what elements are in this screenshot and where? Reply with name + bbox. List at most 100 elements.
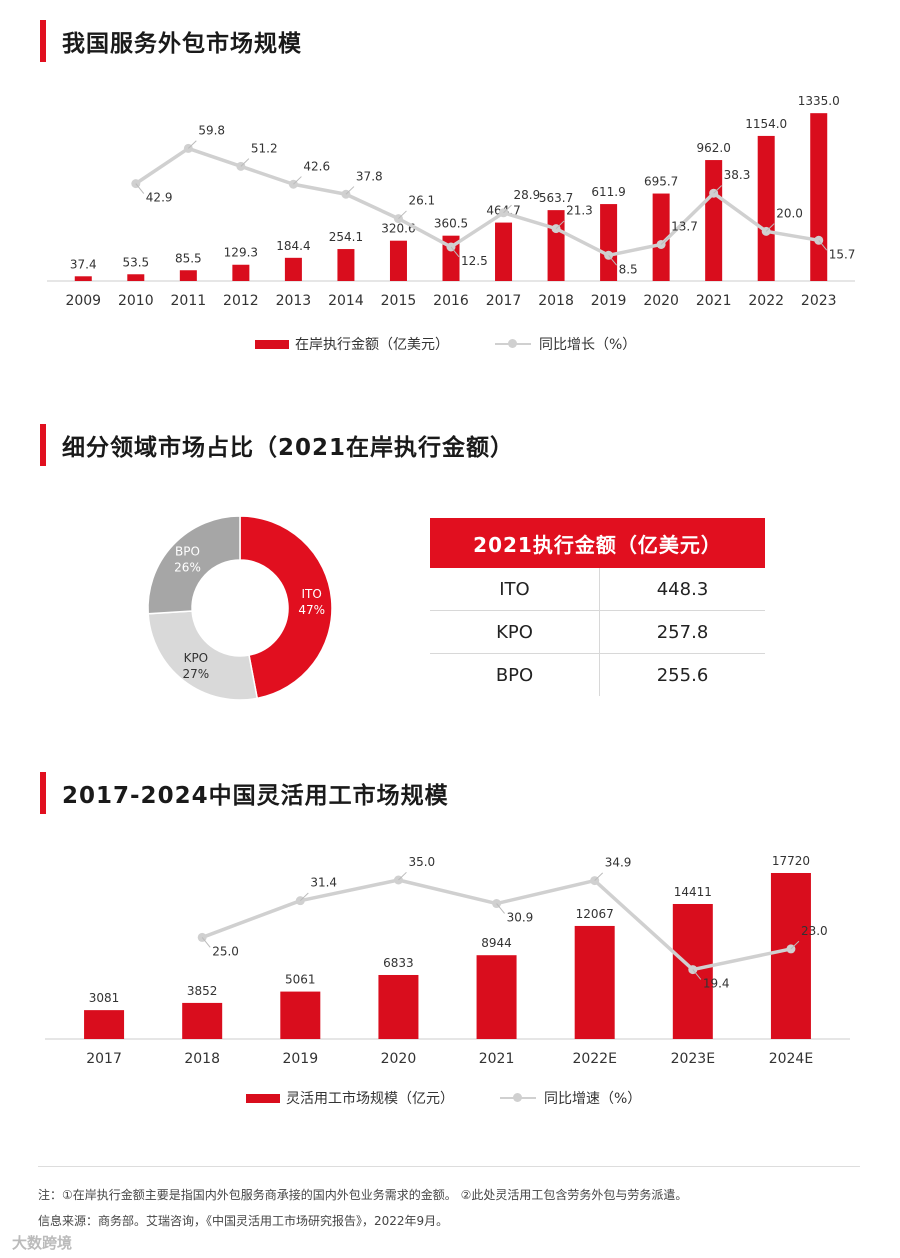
growth-label-leader bbox=[496, 903, 505, 914]
x-tick-label: 2021 bbox=[479, 1051, 515, 1067]
donut-slice bbox=[147, 610, 259, 701]
x-tick-label: 2021 bbox=[696, 293, 732, 309]
title-accent-bar bbox=[40, 20, 46, 62]
growth-value-label: 19.4 bbox=[703, 977, 730, 991]
bar bbox=[179, 270, 197, 281]
growth-value-label: 25.0 bbox=[212, 944, 239, 958]
growth-value-label: 31.4 bbox=[310, 876, 337, 890]
growth-value-label: 21.3 bbox=[566, 204, 593, 218]
growth-label-leader bbox=[293, 176, 302, 185]
growth-value-label: 38.3 bbox=[724, 168, 751, 182]
growth-label-leader bbox=[692, 969, 702, 980]
legend-bar-swatch bbox=[255, 339, 289, 349]
table-cell-label: BPO bbox=[430, 653, 600, 696]
bar-value-label: 3081 bbox=[89, 991, 120, 1005]
bar-value-label: 129.3 bbox=[224, 246, 258, 260]
bar-value-label: 53.5 bbox=[122, 255, 149, 269]
footer-note: 注：①在岸执行金额主要是指国内外包服务商承接的国内外包业务需求的金额。 ②此处灵… bbox=[38, 1188, 688, 1202]
growth-value-label: 15.7 bbox=[829, 247, 856, 261]
growth-value-label: 59.8 bbox=[198, 123, 225, 137]
x-tick-label: 2020 bbox=[381, 1051, 417, 1067]
x-tick-label: 2014 bbox=[328, 293, 364, 309]
bar bbox=[74, 276, 92, 281]
chart3-legend: 灵活用工市场规模（亿元） 同比增速（%） bbox=[246, 1088, 641, 1108]
table-cell-value: 448.3 bbox=[599, 568, 765, 611]
growth-value-label: 28.9 bbox=[514, 188, 541, 202]
bar bbox=[547, 210, 565, 281]
donut-slice-percent: 26% bbox=[174, 561, 201, 575]
section-title-segments: 细分领域市场占比（2021在岸执行金额） bbox=[40, 424, 514, 466]
x-tick-label: 2020 bbox=[643, 293, 679, 309]
x-tick-label: 2013 bbox=[276, 293, 312, 309]
bar-value-label: 37.4 bbox=[70, 257, 97, 271]
growth-label-leader bbox=[398, 210, 407, 219]
table-cell-value: 255.6 bbox=[656, 664, 709, 686]
bar-value-label: 5061 bbox=[285, 973, 316, 987]
bar bbox=[810, 113, 828, 281]
growth-label-leader bbox=[555, 220, 565, 229]
flexible-work-chart: 3081 2017 3852 2018 5061 2019 6833 2020 8944 2021… bbox=[45, 854, 850, 1067]
x-tick-label: 2024E bbox=[769, 1051, 813, 1067]
legend-bar-swatch bbox=[246, 1093, 280, 1103]
bar-value-label: 17720 bbox=[772, 854, 810, 868]
watermark: 大数跨境 bbox=[12, 1234, 73, 1252]
growth-label-leader bbox=[450, 246, 460, 258]
growth-label-leader bbox=[503, 204, 512, 214]
bar-value-label: 962.0 bbox=[696, 141, 730, 155]
table-cell-label: KPO bbox=[430, 610, 600, 654]
growth-label-leader bbox=[818, 239, 828, 251]
bar-value-label: 563.7 bbox=[539, 191, 573, 205]
growth-value-label: 34.9 bbox=[605, 856, 632, 870]
growth-label-leader bbox=[299, 892, 309, 902]
legend-bar-label: 在岸执行金额（亿美元） bbox=[295, 337, 449, 353]
title-accent-bar bbox=[40, 772, 46, 814]
growth-label-leader bbox=[608, 254, 617, 266]
bar bbox=[652, 193, 670, 281]
growth-value-label: 37.8 bbox=[356, 169, 383, 183]
bar-value-label: 14411 bbox=[674, 885, 712, 899]
growth-value-label: 20.0 bbox=[776, 206, 803, 220]
growth-value-label: 8.5 bbox=[619, 262, 638, 276]
x-tick-label: 2023E bbox=[671, 1051, 715, 1067]
section-title-flexible-work: 2017-2024中国灵活用工市场规模 bbox=[40, 772, 449, 814]
bar bbox=[600, 204, 618, 281]
growth-label-leader bbox=[398, 871, 407, 881]
growth-label-leader bbox=[240, 158, 250, 167]
table-row: ITO 448.3 bbox=[430, 568, 765, 611]
legend-line-swatch bbox=[495, 339, 531, 348]
growth-label-leader bbox=[187, 140, 197, 149]
x-tick-label: 2019 bbox=[591, 293, 627, 309]
x-tick-label: 2010 bbox=[118, 293, 154, 309]
x-tick-label: 2011 bbox=[171, 293, 207, 309]
x-tick-label: 2015 bbox=[381, 293, 417, 309]
bar-value-label: 85.5 bbox=[175, 251, 202, 265]
bar bbox=[757, 135, 775, 281]
section-title-outsourcing: 我国服务外包市场规模 bbox=[40, 20, 302, 62]
bar-value-label: 254.1 bbox=[329, 230, 363, 244]
bar bbox=[389, 240, 407, 281]
table-cell-label: ITO bbox=[430, 568, 600, 611]
bar-value-label: 611.9 bbox=[591, 185, 625, 199]
donut-slice bbox=[239, 515, 333, 700]
bar bbox=[127, 274, 145, 281]
donut-slice bbox=[147, 515, 241, 615]
legend-line-label: 同比增长（%） bbox=[539, 337, 637, 353]
donut-slice-percent: 27% bbox=[183, 667, 210, 681]
bar bbox=[284, 257, 302, 281]
growth-label-leader bbox=[135, 183, 145, 194]
x-tick-label: 2022E bbox=[572, 1051, 616, 1067]
growth-line bbox=[134, 146, 820, 258]
growth-label-leader bbox=[594, 872, 604, 881]
x-tick-label: 2016 bbox=[433, 293, 469, 309]
bar-value-label: 6833 bbox=[383, 956, 414, 970]
growth-label-leader bbox=[765, 223, 775, 232]
table-row: KPO 257.8 bbox=[430, 610, 765, 654]
bar-value-label: 360.5 bbox=[434, 217, 468, 231]
bar bbox=[232, 264, 250, 281]
section-title-text: 细分领域市场占比（2021在岸执行金额） bbox=[62, 435, 515, 461]
x-tick-label: 2018 bbox=[184, 1051, 220, 1067]
growth-label-leader bbox=[201, 937, 211, 948]
bar bbox=[705, 160, 723, 281]
section-title-text: 我国服务外包市场规模 bbox=[62, 31, 302, 57]
bar bbox=[337, 249, 355, 281]
